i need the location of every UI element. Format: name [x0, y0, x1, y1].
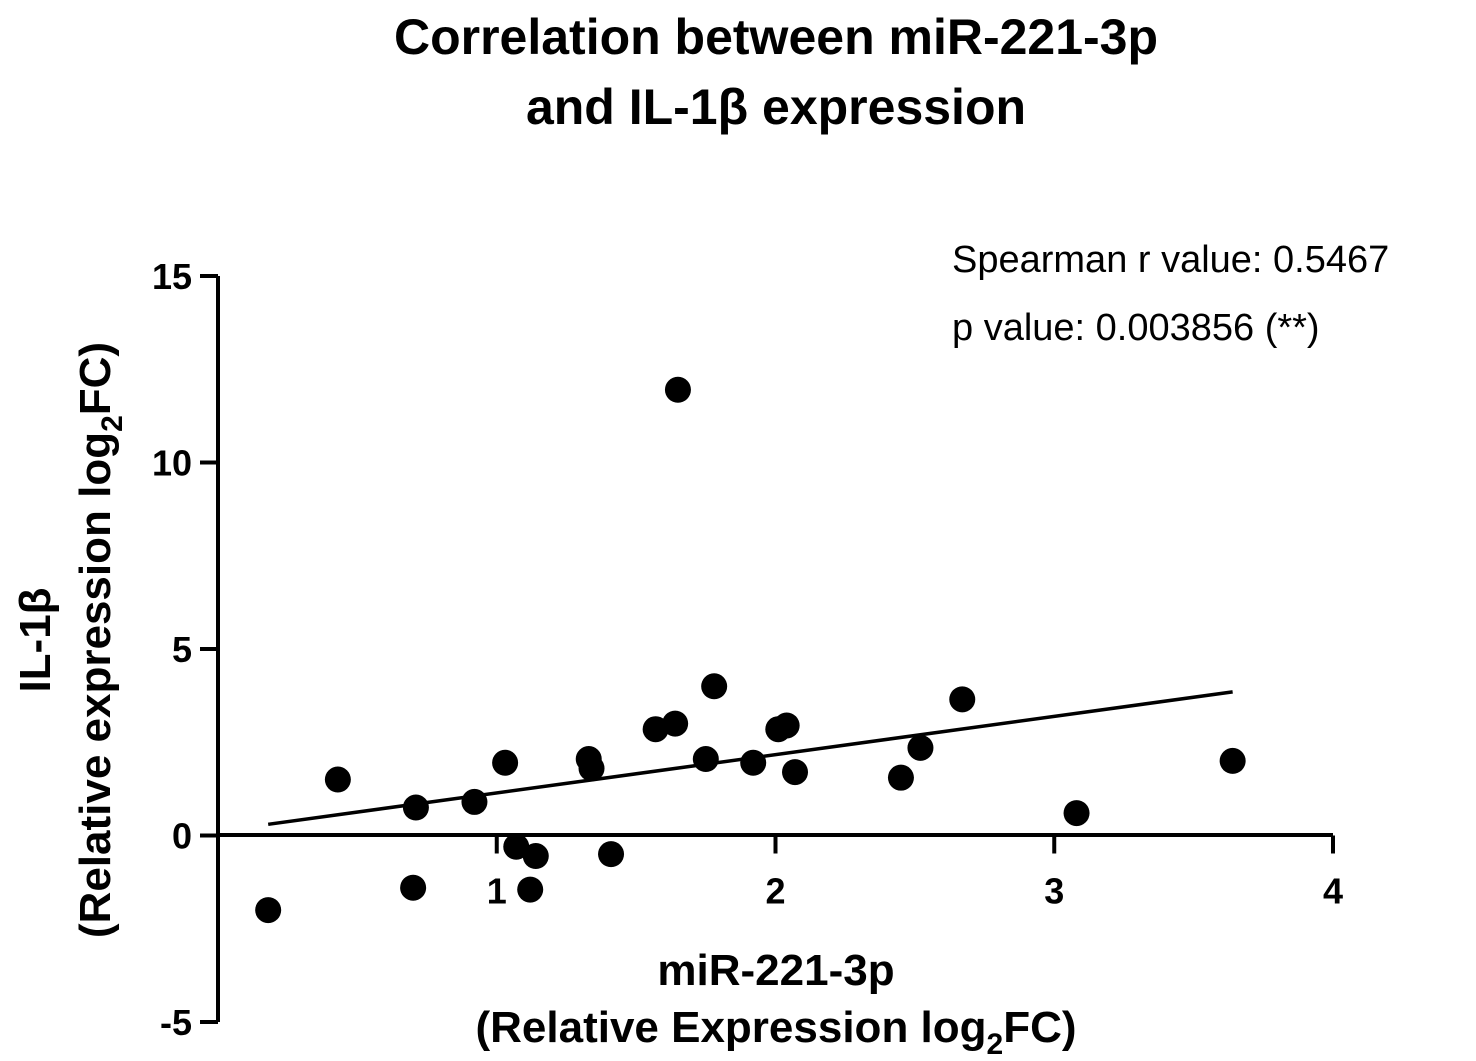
data-point [662, 710, 689, 737]
data-point [1063, 800, 1090, 827]
y-axis-label-suffix: FC) [71, 342, 120, 415]
spearman-annotation: Spearman r value: 0.5467 [952, 239, 1389, 281]
y-tick-label: 5 [172, 629, 192, 670]
data-point [402, 794, 429, 821]
data-point [1219, 747, 1246, 774]
data-point [255, 897, 282, 924]
x-axis-label-suffix: FC) [1003, 1003, 1076, 1052]
data-point [400, 874, 427, 901]
data-point [701, 673, 728, 700]
x-axis-label-subscript: 2 [987, 1028, 1004, 1061]
y-tick-label: 0 [172, 816, 192, 857]
data-point [503, 833, 530, 860]
x-tick-label: 3 [1044, 871, 1064, 912]
data-point [324, 766, 351, 793]
data-point [517, 876, 544, 903]
data-point [773, 712, 800, 739]
data-point [522, 843, 549, 870]
data-point [740, 749, 767, 776]
x-tick-label: 2 [765, 871, 785, 912]
data-point [598, 841, 625, 868]
data-point [907, 734, 934, 761]
data-points [255, 376, 1246, 924]
data-point [949, 686, 976, 713]
y-ticks: -5 0 5 10 15 [152, 256, 218, 1043]
data-point [461, 788, 488, 815]
x-axis-label-text: (Relative Expression log [475, 1003, 986, 1052]
x-ticks: 1 2 3 4 [487, 835, 1343, 912]
y-axis-label-text: (Relative expression log [71, 432, 120, 938]
data-point [782, 759, 809, 786]
y-tick-label: 10 [152, 443, 192, 484]
y-tick-label: -5 [160, 1002, 192, 1043]
y-axis-label-subscript: 2 [96, 415, 129, 432]
x-axis-label-line2: (Relative Expression log2FC) [475, 1003, 1076, 1061]
data-point [642, 716, 669, 743]
y-axis-label-line2: (Relative expression log2FC) [71, 342, 129, 938]
data-point [492, 749, 519, 776]
x-tick-label: 4 [1323, 871, 1343, 912]
data-point [664, 376, 691, 403]
y-tick-label: 15 [152, 256, 192, 297]
x-axis-label-line1: miR-221-3p [657, 946, 894, 995]
data-point [692, 746, 719, 773]
y-axis-label-line1: IL-1β [11, 587, 60, 692]
data-point [578, 755, 605, 782]
pvalue-annotation: p value: 0.003856 (**) [952, 307, 1320, 349]
x-tick-label: 1 [487, 871, 507, 912]
data-point [887, 764, 914, 791]
chart-title-line1: Correlation between miR-221-3p [394, 9, 1158, 65]
chart-title-line2: and IL-1β expression [526, 79, 1026, 135]
